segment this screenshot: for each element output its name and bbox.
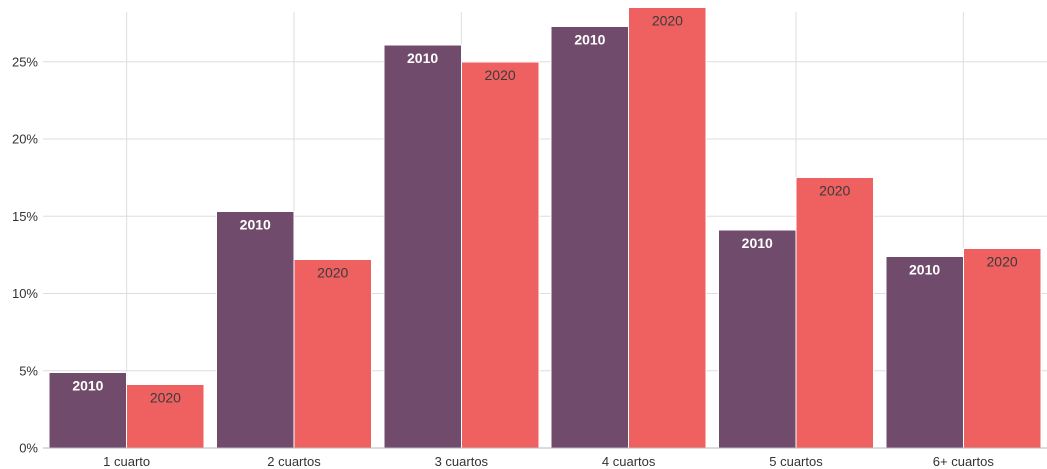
bar-labels: 2010 2020 2010 2020 2010 2020 2010 2020 2010 2020… bbox=[72, 13, 1018, 406]
x-axis-ticks: 1 cuarto 2 cuartos 3 cuartos 4 cuartos 5 cua… bbox=[103, 454, 994, 469]
bar-2010-2 bbox=[216, 211, 295, 449]
bar-data-label: 2020 bbox=[987, 254, 1018, 270]
bar-2020-4 bbox=[628, 7, 707, 449]
bar-2010-5 bbox=[718, 229, 797, 449]
bar-data-label: 2020 bbox=[485, 67, 516, 83]
bars bbox=[48, 7, 1042, 449]
bar-data-label: 2010 bbox=[909, 261, 940, 277]
bar-data-label: 2010 bbox=[407, 50, 438, 66]
y-tick-label: 0% bbox=[19, 441, 38, 456]
bar-data-label: 2010 bbox=[72, 377, 103, 393]
bar-2010-4 bbox=[550, 25, 630, 449]
y-tick-label: 20% bbox=[12, 132, 38, 147]
bar-2020-1 bbox=[126, 384, 205, 449]
x-tick-label: 4 cuartos bbox=[602, 454, 656, 469]
bar-data-label: 2010 bbox=[240, 217, 271, 233]
bar-data-label: 2020 bbox=[819, 183, 850, 199]
bar-data-label: 2010 bbox=[574, 31, 605, 47]
bar-2020-2 bbox=[293, 259, 372, 449]
bar-data-label: 2010 bbox=[742, 235, 773, 251]
x-tick-label: 2 cuartos bbox=[267, 454, 321, 469]
y-axis-ticks: 0% 5% 10% 15% 20% 25% bbox=[12, 54, 38, 455]
x-tick-label: 6+ cuartos bbox=[933, 454, 995, 469]
x-tick-label: 3 cuartos bbox=[435, 454, 489, 469]
bar-data-label: 2020 bbox=[150, 390, 181, 406]
bar-2020-3 bbox=[460, 61, 540, 449]
bar-2010-6 bbox=[885, 255, 964, 449]
bar-2010-1 bbox=[48, 371, 128, 449]
y-tick-label: 25% bbox=[12, 54, 38, 69]
bar-data-label: 2020 bbox=[317, 265, 348, 281]
bar-2010-3 bbox=[383, 44, 462, 449]
bar-2020-5 bbox=[795, 177, 874, 449]
x-tick-label: 1 cuarto bbox=[103, 454, 150, 469]
grid bbox=[43, 12, 1047, 448]
y-tick-label: 5% bbox=[19, 363, 38, 378]
y-tick-label: 15% bbox=[12, 209, 38, 224]
bar-data-label: 2020 bbox=[652, 13, 683, 29]
bar-2020-6 bbox=[962, 248, 1042, 449]
x-tick-label: 5 cuartos bbox=[769, 454, 823, 469]
y-tick-label: 10% bbox=[12, 286, 38, 301]
